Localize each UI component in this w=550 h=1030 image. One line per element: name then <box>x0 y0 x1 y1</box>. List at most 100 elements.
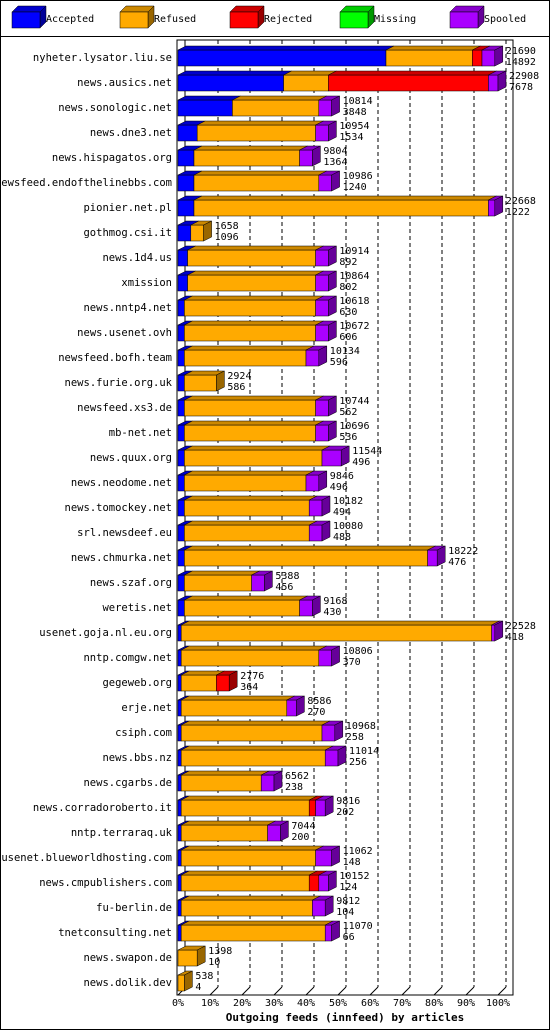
bar-annotation: 10672 <box>339 321 369 332</box>
bar-annotation: 10182 <box>333 496 363 507</box>
bar-side <box>331 845 340 867</box>
bar-annotation: 370 <box>343 657 361 668</box>
bar-segment <box>324 749 339 767</box>
bar-annotation: 66 <box>343 932 355 943</box>
bar-segment <box>177 724 182 742</box>
bar-top <box>232 95 327 101</box>
bar-annotation: 200 <box>291 832 309 843</box>
bar-segment <box>481 49 496 67</box>
bar-top <box>193 170 327 176</box>
bar-segment <box>315 274 329 292</box>
y-tick-label: gothmog.csi.it <box>83 227 172 239</box>
legend-swatch <box>449 11 479 29</box>
bar-segment <box>177 49 387 67</box>
bar-top <box>181 895 321 901</box>
bar-top <box>184 420 324 426</box>
bar-segment <box>177 874 182 892</box>
bar-annotation: 10618 <box>339 296 369 307</box>
bar-annotation: 10152 <box>339 871 369 882</box>
bar-segment <box>187 249 316 267</box>
bar-side <box>328 870 337 892</box>
bar-side <box>264 570 273 592</box>
bar-annotation: 456 <box>275 582 293 593</box>
bar-segment <box>315 424 329 442</box>
bar-segment <box>180 699 288 717</box>
y-tick-label: pionier.net.pl <box>83 202 172 214</box>
bar-annotation: 1240 <box>343 182 367 193</box>
bar-segment <box>180 799 310 817</box>
bar-segment <box>308 524 323 542</box>
bar-segment <box>196 124 316 142</box>
bar-annotation: 270 <box>307 707 325 718</box>
bar-segment <box>321 724 336 742</box>
bar-segment <box>251 574 265 592</box>
bar-side <box>228 670 238 692</box>
bar-side <box>494 620 504 642</box>
y-tick-label: newsfeed.bofh.team <box>58 352 172 364</box>
bar-annotation: 10134 <box>330 346 360 357</box>
bar-top <box>181 795 318 801</box>
bar-segment <box>184 449 323 467</box>
bar-segment <box>177 274 188 292</box>
bar-side <box>312 145 321 167</box>
bar-segment <box>305 474 320 492</box>
bar-top <box>193 145 308 151</box>
bar-segment <box>177 749 182 767</box>
bar-segment <box>177 99 233 117</box>
bar-annotation: 256 <box>349 757 367 768</box>
bar-segment <box>177 599 185 617</box>
bar-annotation: 124 <box>339 882 357 893</box>
bar-segment <box>177 699 182 717</box>
y-tick-label: news.neodome.net <box>71 477 172 489</box>
y-tick-label: srl.newsdeef.eu <box>77 527 172 539</box>
y-tick-label: news.dne3.net <box>90 127 172 139</box>
bar-segment <box>177 824 182 842</box>
bar-top <box>184 345 315 351</box>
bar-side <box>312 595 321 617</box>
bar-segment <box>177 799 182 817</box>
bar-segment <box>177 149 195 167</box>
bar-annotation: 606 <box>339 332 357 343</box>
bar-side <box>331 170 340 192</box>
x-tick-label: 60% <box>361 998 379 1009</box>
bar-top <box>187 245 324 251</box>
tick-mark <box>369 986 379 996</box>
y-tick-label: mb-net.net <box>109 427 172 439</box>
bar-top <box>184 320 324 326</box>
bar-annotation: 14892 <box>506 57 536 68</box>
y-tick-label: usenet.blueworldhosting.com <box>1 852 172 864</box>
bar-segment <box>193 149 300 167</box>
bar-segment <box>315 324 329 342</box>
bar-segment <box>328 74 489 92</box>
bar-top <box>181 820 276 826</box>
bar-side <box>324 795 334 817</box>
bar-segment <box>260 774 275 792</box>
legend-label: Accepted <box>46 14 94 25</box>
bar-annotation: 1096 <box>215 232 239 243</box>
bar-segment <box>184 324 316 342</box>
bar-annotation: 10696 <box>339 421 369 432</box>
y-tick-label: xmission <box>121 277 172 289</box>
y-tick-label: tnetconsulting.net <box>58 927 172 939</box>
bar-side <box>318 470 328 492</box>
bar-segment <box>193 174 320 192</box>
bar-segment <box>321 449 342 467</box>
bar-top <box>184 570 260 576</box>
y-tick-label: nntp.comgw.net <box>83 652 172 664</box>
bar-side <box>340 445 350 467</box>
bar-annotation: 430 <box>323 607 341 618</box>
bar-segment <box>286 699 297 717</box>
x-tick-label: 100% <box>486 998 510 1009</box>
tick-mark <box>209 986 219 996</box>
bar-annotation: 586 <box>227 382 245 393</box>
bar-annotation: 10806 <box>343 646 373 657</box>
legend-label: Missing <box>374 14 416 25</box>
y-tick-label: news.sonologic.net <box>58 102 172 114</box>
bar-segment <box>318 649 332 667</box>
bar-annotation: 11062 <box>343 846 373 857</box>
legend-swatch <box>229 11 259 29</box>
bar-segment <box>308 499 323 517</box>
y-tick-label: fu-berlin.de <box>96 902 172 914</box>
bar-segment <box>184 424 316 442</box>
bar-side <box>196 945 206 967</box>
